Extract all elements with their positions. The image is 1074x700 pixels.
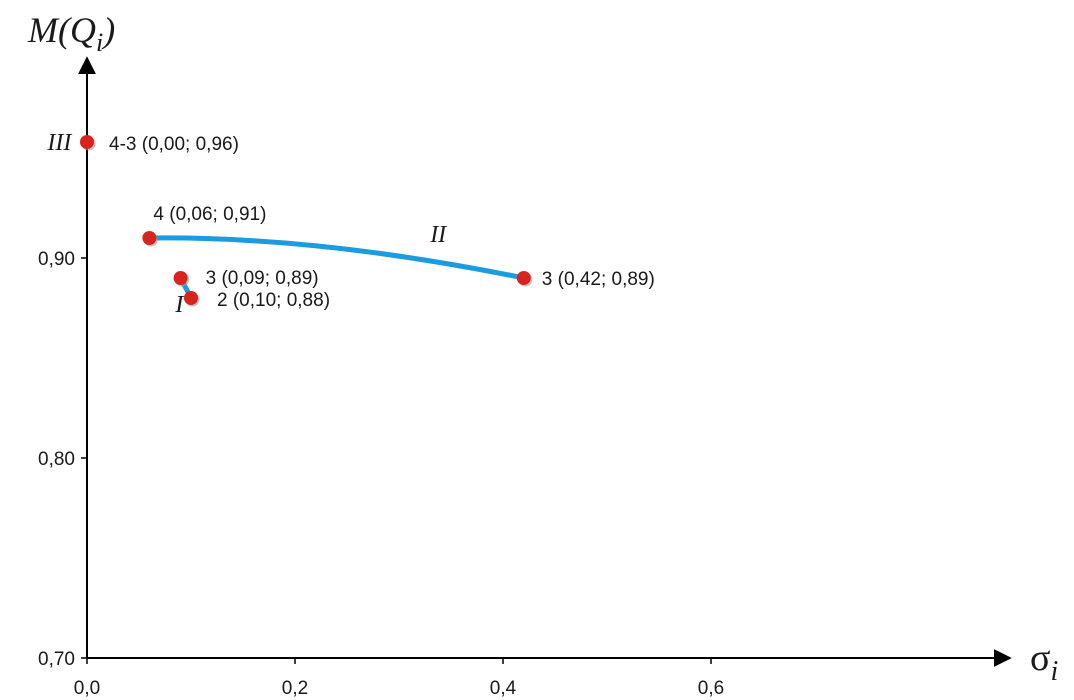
series-name-I: I bbox=[174, 292, 184, 318]
x-tick-label: 0,6 bbox=[698, 678, 724, 699]
data-label: 4 (0,06; 0,91) bbox=[153, 204, 266, 225]
data-point bbox=[80, 135, 94, 149]
data-label: 3 (0,09; 0,89) bbox=[206, 268, 319, 289]
y-tick-label: 0,80 bbox=[38, 449, 75, 470]
series-points bbox=[80, 135, 533, 307]
x-axis-title: σi bbox=[1030, 637, 1058, 687]
y-tick-label: 0,70 bbox=[38, 649, 75, 670]
series-labels: 3 (0,09; 0,89)2 (0,10; 0,88) I 4 (0,06; 0,… bbox=[46, 130, 654, 318]
y-axis-title-close: ) bbox=[101, 10, 115, 50]
x-tick-label: 0,0 bbox=[74, 678, 100, 699]
y-axis-title: M(Qi) bbox=[27, 10, 115, 57]
data-label: 2 (0,10; 0,88) bbox=[217, 290, 330, 311]
y-axis-title-subscript: i bbox=[96, 28, 103, 57]
series-line-II bbox=[146, 235, 527, 281]
series-name-III: III bbox=[46, 130, 72, 156]
axes bbox=[78, 56, 1012, 667]
data-point bbox=[142, 231, 157, 245]
data-point bbox=[516, 271, 531, 285]
data-label: 4-3 (0,00; 0,96) bbox=[109, 134, 239, 155]
x-tick-label: 0,2 bbox=[282, 678, 308, 699]
y-tick-label: 0,90 bbox=[38, 249, 75, 270]
ticks: 0,0 0,2 0,4 0,6 0,70 0,80 0,90 bbox=[38, 249, 724, 699]
data-label: 3 (0,42; 0,89) bbox=[542, 269, 655, 290]
x-tick-label: 0,4 bbox=[490, 678, 517, 699]
data-point bbox=[184, 291, 198, 305]
data-point bbox=[173, 271, 188, 285]
series-name-II: II bbox=[429, 222, 447, 248]
x-axis-title-subscript: i bbox=[1050, 656, 1058, 687]
